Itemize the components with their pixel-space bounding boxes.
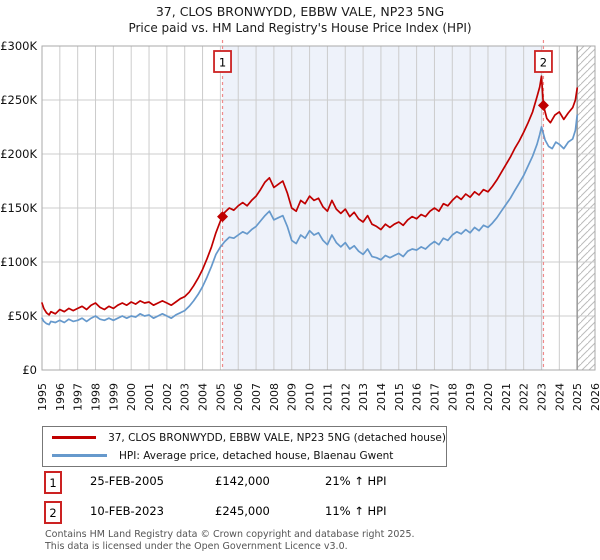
x-axis-tick-label: 2008 [268,383,281,411]
page-title: 37, CLOS BRONWYDD, EBBW VALE, NP23 5NG [155,4,445,19]
x-axis-tick-label: 2013 [357,383,370,411]
x-axis-tick-label: 2022 [518,383,531,411]
x-axis-tick-label: 2001 [143,383,156,411]
x-axis-tick-label: 2014 [375,383,388,411]
sale-2-hpi-delta: 11% ↑ HPI [325,504,387,518]
x-axis-tick-label: 2007 [250,383,263,411]
x-axis-tick-label: 2025 [571,383,584,411]
x-axis-tick-label: 1996 [54,383,67,411]
red-line-swatch [52,436,97,439]
sale-2-marker-box: 2 [44,501,62,524]
x-axis-tick-label: 2016 [411,383,424,411]
legend-label-property: 37, CLOS BRONWYDD, EBBW VALE, NP23 5NG (… [108,431,446,444]
page-subtitle: Price paid vs. HM Land Registry's House … [128,21,472,35]
x-axis-tick-label: 2010 [304,383,317,411]
y-axis-tick-label: £250K [0,93,37,107]
y-axis-tick-label: £150K [0,201,37,215]
property-price-line [41,75,579,316]
x-axis-tick-label: 2015 [393,383,406,411]
sale-1-hpi-delta: 21% ↑ HPI [325,474,387,488]
legend-row-property: 37, CLOS BRONWYDD, EBBW VALE, NP23 5NG (… [43,429,446,447]
x-axis-tick-label: 1999 [107,383,120,411]
x-axis-tick-label: 2003 [179,383,192,411]
x-axis-tick-label: 1998 [90,383,103,411]
x-axis-tick-label: 2018 [446,383,459,411]
sale-1-price: £142,000 [215,474,270,488]
x-axis-tick-label: 2023 [535,383,548,411]
x-axis-tick-label: 2012 [339,383,352,411]
legend-label-hpi: HPI: Average price, detached house, Blae… [119,449,394,462]
y-axis-tick-label: £100K [0,255,37,269]
sale-number-label: 1 [219,56,226,70]
footer-line-2: This data is licensed under the Open Gov… [45,540,348,552]
x-axis-tick-label: 2005 [214,383,227,411]
x-axis-tick-label: 2017 [428,383,441,411]
y-axis-tick-label: £50K [8,309,38,323]
sale-1-marker-box: 1 [44,471,62,494]
x-axis-tick-label: 2011 [321,383,334,411]
plot-border [41,45,596,371]
blue-line-swatch [52,454,107,457]
sale-row-2: 2 10-FEB-2023 £245,000 11% ↑ HPI [0,501,600,525]
sale-row-1: 1 25-FEB-2005 £142,000 21% ↑ HPI [0,471,600,495]
sale-number-box [534,50,553,73]
x-axis-tick-label: 2026 [589,383,600,411]
sale-diamond-marker [217,211,229,223]
x-axis-tick-label: 2006 [232,383,245,411]
y-axis-tick-label: £0 [22,363,37,377]
x-axis-tick-label: 2004 [197,383,210,411]
x-axis-tick-label: 2020 [482,383,495,411]
sale-number-label: 2 [540,56,547,70]
x-axis-tick-label: 2009 [286,383,299,411]
x-axis-tick-label: 1995 [36,383,49,411]
chart-legend: 37, CLOS BRONWYDD, EBBW VALE, NP23 5NG (… [42,426,447,467]
footer-line-1: Contains HM Land Registry data © Crown c… [45,529,415,540]
x-axis-tick-label: 2024 [553,383,566,411]
y-axis-tick-label: £200K [0,147,37,161]
sale-1-date: 25-FEB-2005 [90,474,164,488]
license-footer: Contains HM Land Registry data © Crown c… [45,529,415,552]
sale-2-date: 10-FEB-2023 [90,504,164,518]
x-axis-tick-label: 2000 [125,383,138,411]
sale-diamond-marker [537,99,549,111]
sale-number-box [213,50,232,73]
hpi-average-line [41,114,579,326]
price-chart: 1 2 £0 £50K £100K £150K £200K £250K £300K 1995 199… [0,39,600,411]
x-axis-tick-label: 1997 [72,383,85,411]
legend-row-hpi: HPI: Average price, detached house, Blae… [43,447,446,465]
x-axis-tick-label: 2021 [500,383,513,411]
y-axis-tick-label: £300K [0,39,37,53]
x-axis-tick-label: 2019 [464,383,477,411]
x-axis-tick-label: 2002 [161,383,174,411]
sale-2-price: £245,000 [215,504,270,518]
